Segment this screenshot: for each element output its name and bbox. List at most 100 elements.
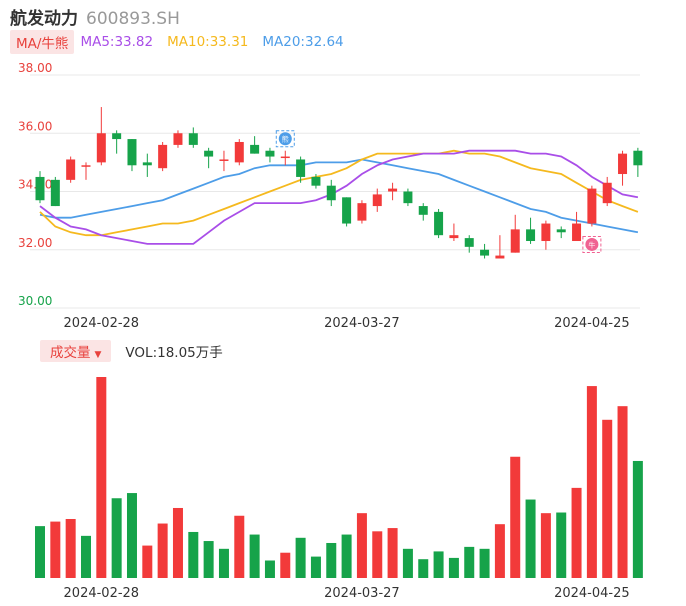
- volume-bar: [556, 512, 567, 578]
- volume-bar: [464, 546, 475, 578]
- candle-body: [96, 133, 106, 163]
- volume-bar: [402, 548, 413, 578]
- candle: [311, 174, 321, 189]
- volume-bar: [249, 534, 260, 578]
- candle: [495, 235, 505, 259]
- volume-bar: [479, 548, 490, 578]
- candle: [464, 235, 474, 253]
- candle: [572, 211, 582, 242]
- candle-body: [311, 176, 321, 186]
- candle-body: [35, 176, 45, 201]
- volume-bar: [234, 515, 245, 578]
- candle-body: [510, 229, 520, 253]
- y-tick-label: 38.00: [18, 61, 52, 75]
- candle: [434, 208, 444, 239]
- candle: [188, 127, 198, 148]
- candle-body: [357, 203, 367, 221]
- volume-bar: [586, 386, 597, 578]
- candle: [618, 150, 628, 186]
- volume-header: 成交量 ▼ VOL:18.05万手: [40, 340, 223, 362]
- candle-body: [188, 133, 198, 145]
- candle-body: [280, 156, 290, 159]
- volume-bar: [310, 556, 321, 578]
- candle: [112, 130, 122, 154]
- candle: [587, 185, 597, 227]
- bull-signal-icon[interactable]: 牛: [582, 235, 602, 253]
- candle-body: [250, 144, 260, 154]
- candle-body: [127, 139, 137, 166]
- candle-body: [449, 235, 459, 239]
- volume-bar: [203, 541, 214, 578]
- candle: [526, 217, 536, 244]
- y-tick-label: 36.00: [18, 119, 52, 133]
- volume-bar: [326, 542, 337, 578]
- candle: [127, 139, 137, 172]
- candle-body: [403, 191, 413, 204]
- stock-header: 航发动力 600893.SH: [10, 4, 180, 29]
- volume-bar: [418, 559, 429, 578]
- candle-body: [234, 141, 244, 163]
- candle: [96, 107, 106, 166]
- volume-indicator-label: 成交量: [50, 345, 91, 361]
- x-tick-label: 2024-03-27: [324, 316, 400, 330]
- candle-body: [526, 229, 536, 242]
- candle: [280, 150, 290, 166]
- ma-bull-bear-toggle[interactable]: MA/牛熊: [10, 30, 75, 54]
- volume-bar: [172, 507, 183, 578]
- candle: [35, 171, 45, 204]
- candle: [204, 147, 214, 169]
- volume-bar: [264, 560, 275, 578]
- volume-bar: [525, 499, 536, 578]
- candle-body: [587, 188, 597, 224]
- volume-bar: [295, 537, 306, 578]
- bear-signal-icon[interactable]: 熊: [275, 130, 295, 148]
- bull-signal-label: 牛: [588, 240, 595, 249]
- volume-bar: [65, 518, 76, 578]
- candle: [142, 153, 152, 177]
- ma5-label: MA5:33.82: [80, 34, 154, 50]
- candle-body: [204, 150, 214, 157]
- candle-body: [66, 159, 76, 180]
- bull-signal-frame: [582, 235, 602, 253]
- volume-bar: [96, 377, 107, 578]
- x-tick-label: 2024-04-25: [554, 316, 630, 330]
- ma-legend: MA/牛熊 MA5:33.82 MA10:33.31 MA20:32.64: [10, 30, 358, 54]
- volume-indicator-select[interactable]: 成交量 ▼: [40, 340, 112, 362]
- candle-body: [464, 238, 474, 247]
- volume-bar: [602, 419, 613, 578]
- candle: [50, 176, 60, 207]
- ma10-label: MA10:33.31: [167, 34, 249, 50]
- caret-down-icon: ▼: [94, 350, 102, 360]
- candle-body: [418, 206, 428, 215]
- candle-body: [50, 179, 60, 207]
- candle: [418, 203, 428, 221]
- candle-body: [556, 229, 566, 233]
- candle-body: [265, 150, 275, 157]
- candle-body: [618, 153, 628, 175]
- volume-bar: [35, 526, 45, 578]
- candle: [602, 176, 612, 207]
- candle-body: [602, 182, 612, 204]
- candle-body: [633, 150, 643, 166]
- volume-bar: [632, 460, 643, 578]
- candle: [449, 223, 459, 242]
- candle-body: [572, 223, 582, 242]
- candle: [234, 139, 244, 166]
- candle-body: [388, 188, 398, 192]
- volume-bar: [111, 498, 122, 578]
- x-tick-label: 2024-04-25: [554, 586, 630, 601]
- candle: [81, 162, 91, 180]
- candle-body: [342, 197, 352, 224]
- candle-body: [81, 165, 91, 167]
- candle: [326, 179, 336, 207]
- candle: [633, 147, 643, 177]
- candle-body: [112, 133, 122, 140]
- ma20-label: MA20:32.64: [262, 34, 344, 50]
- candle-body: [296, 159, 306, 177]
- candle-body: [173, 133, 183, 145]
- volume-bar: [617, 406, 628, 578]
- bear-signal-dot: [278, 132, 292, 146]
- candle-body: [158, 144, 168, 169]
